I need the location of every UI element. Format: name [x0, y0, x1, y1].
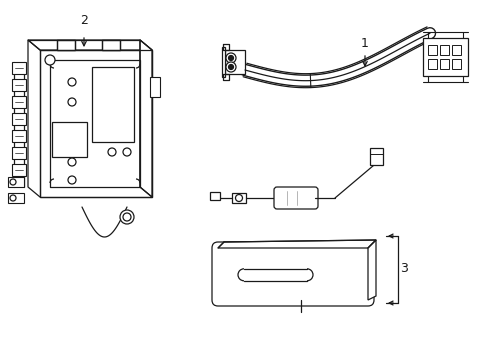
Polygon shape [452, 59, 461, 69]
Polygon shape [28, 40, 152, 50]
Polygon shape [12, 130, 26, 142]
Circle shape [10, 195, 16, 201]
Polygon shape [102, 40, 120, 50]
Circle shape [228, 64, 234, 69]
Polygon shape [52, 122, 87, 157]
Polygon shape [8, 193, 24, 203]
Polygon shape [12, 62, 26, 74]
Circle shape [68, 78, 76, 86]
Polygon shape [222, 47, 225, 77]
Polygon shape [140, 40, 152, 197]
Polygon shape [218, 240, 376, 248]
Circle shape [236, 194, 243, 202]
Text: 2: 2 [80, 14, 88, 27]
Polygon shape [57, 40, 75, 50]
Circle shape [68, 98, 76, 106]
Polygon shape [232, 193, 246, 203]
Polygon shape [92, 67, 134, 142]
Circle shape [123, 213, 131, 221]
Text: 1: 1 [361, 37, 369, 50]
Polygon shape [8, 177, 24, 187]
Polygon shape [12, 79, 26, 91]
Polygon shape [12, 96, 26, 108]
Polygon shape [210, 192, 220, 200]
Polygon shape [12, 147, 26, 159]
Polygon shape [12, 164, 26, 176]
Polygon shape [428, 59, 437, 69]
Polygon shape [225, 50, 245, 74]
Circle shape [68, 176, 76, 184]
Polygon shape [40, 50, 152, 197]
Circle shape [123, 148, 131, 156]
Polygon shape [12, 113, 26, 125]
Circle shape [68, 158, 76, 166]
Circle shape [120, 210, 134, 224]
Circle shape [226, 62, 236, 72]
Polygon shape [150, 77, 160, 97]
Polygon shape [423, 38, 468, 76]
Circle shape [10, 179, 16, 185]
FancyBboxPatch shape [212, 242, 374, 306]
Polygon shape [440, 45, 449, 55]
Circle shape [45, 55, 55, 65]
Polygon shape [368, 240, 376, 300]
Circle shape [108, 148, 116, 156]
Polygon shape [370, 148, 383, 165]
Text: 3: 3 [400, 262, 408, 275]
Circle shape [228, 55, 234, 60]
Polygon shape [428, 45, 437, 55]
Polygon shape [452, 45, 461, 55]
Polygon shape [440, 59, 449, 69]
Circle shape [226, 53, 236, 63]
FancyBboxPatch shape [274, 187, 318, 209]
